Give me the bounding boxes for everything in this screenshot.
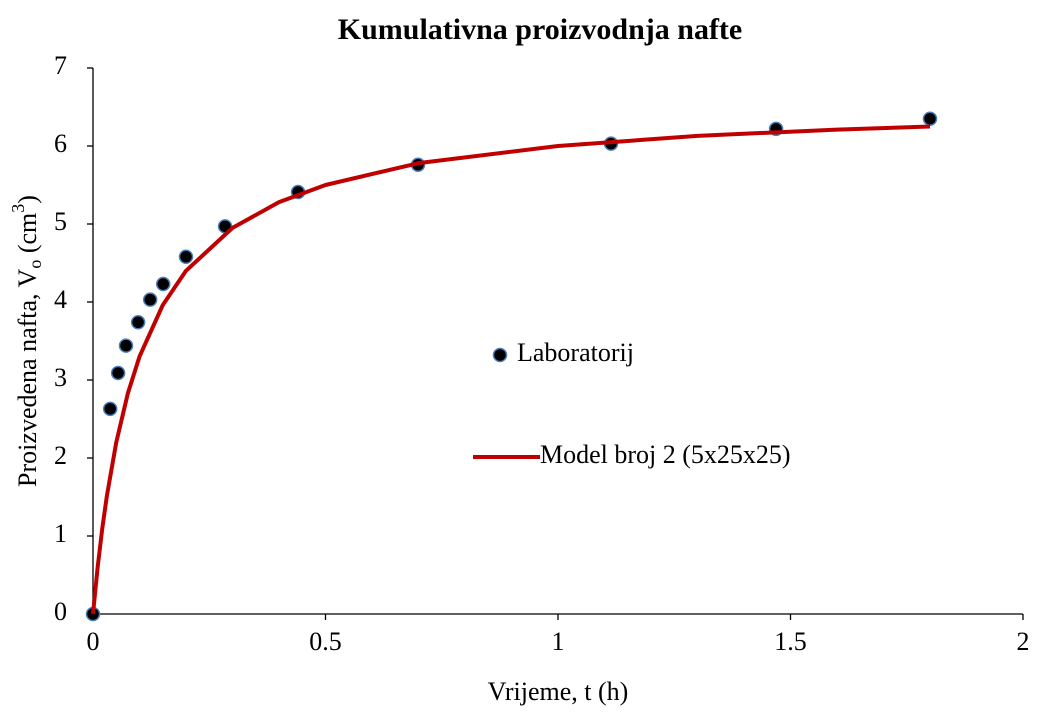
data-point [142,292,158,307]
x-tick-label: 0.5 [309,627,342,656]
data-point [178,249,194,265]
y-label-sub: o [25,260,45,269]
y-tick-label: 0 [54,597,67,626]
y-label-sup: 3 [8,204,28,213]
data-point [922,111,938,126]
y-tick-label: 7 [54,51,67,80]
y-axis-label: Proizvedena nafta, Vo (cm3) [8,195,45,487]
data-point [110,365,126,381]
legend-marker [492,347,508,363]
y-tick-label: 2 [54,441,67,470]
data-point [155,276,171,292]
x-tick-label: 1 [552,627,565,656]
y-label-part: ) [13,195,42,204]
y-tick-label: 1 [54,519,67,548]
y-label-part: (cm [13,213,42,260]
data-point [102,401,118,417]
y-label-part: Proizvedena nafta, V [13,268,42,486]
x-tick-label: 1.5 [774,627,807,656]
data-point [130,315,146,330]
chart-title: Kumulativna proizvodnja nafte [338,13,743,46]
y-tick-label: 3 [54,363,67,392]
legend-label: Model broj 2 (5x25x25) [540,440,791,469]
model-line [91,124,931,615]
y-tick-label: 4 [54,285,67,314]
data-point [118,338,134,353]
x-tick-label: 2 [1017,627,1030,656]
x-axis-label: Vrijeme, t (h) [488,677,629,706]
y-tick-label: 5 [54,207,67,236]
y-tick-label: 6 [54,129,67,158]
x-tick-label: 0 [87,627,100,656]
legend-label: Laboratorij [517,338,634,367]
